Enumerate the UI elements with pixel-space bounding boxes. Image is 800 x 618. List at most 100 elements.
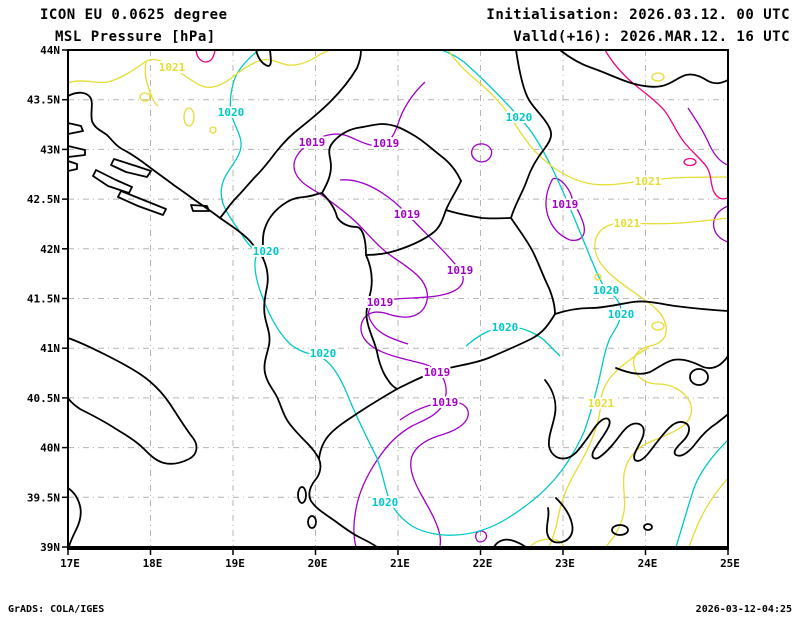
island — [307, 515, 317, 529]
coastline-border — [190, 204, 210, 212]
contour-value-label: 1019 — [552, 198, 579, 211]
island — [643, 523, 653, 531]
contour-value-label: 1020 — [506, 111, 533, 124]
lon-tick-label: 22E — [473, 557, 493, 570]
lat-tick-label: 39N — [40, 541, 60, 554]
coastline-border — [318, 388, 398, 460]
contour-value-label: 1019 — [373, 137, 400, 150]
lat-tick-label: 41.5N — [27, 293, 60, 306]
lat-tick-label: 42N — [40, 243, 60, 256]
initialisation-time: Initialisation: 2026.03.12. 00 UTC — [486, 7, 790, 23]
lat-tick-label: 43N — [40, 143, 60, 156]
contour-1019 — [399, 400, 469, 547]
contour-value-label: 1021 — [614, 217, 641, 230]
lat-tick-label: 40N — [40, 442, 60, 455]
coastline-border — [68, 337, 198, 465]
lat-tick-label: 42.5N — [27, 193, 60, 206]
lon-tick-label: 21E — [390, 557, 410, 570]
coastline-border — [68, 487, 82, 547]
contour-value-label: 1020 — [608, 308, 635, 321]
contour-1021 — [209, 126, 217, 134]
contour-value-label: 1019 — [432, 396, 459, 409]
coastline-border — [219, 50, 362, 219]
contour-value-label: 1019 — [394, 208, 421, 221]
coastline-border — [554, 300, 728, 315]
contour-value-label: 1019 — [367, 296, 394, 309]
lon-tick-label: 19E — [225, 557, 245, 570]
valid-time: Valld(+16): 2026.MAR.12. 16 UTC — [513, 29, 790, 45]
coastline-border — [544, 379, 728, 462]
contour-value-label: 1021 — [635, 175, 662, 188]
contour-1021 — [594, 217, 728, 547]
contour-1021 — [651, 321, 665, 331]
contour-1021 — [594, 273, 602, 281]
contour-value-label: 1021 — [159, 61, 186, 74]
coastline-border — [255, 50, 272, 67]
contour-1019 — [712, 205, 728, 243]
contour-value-label: 1019 — [447, 264, 474, 277]
coastline-border — [545, 497, 574, 544]
coastline-border — [110, 158, 152, 178]
contour-1019 — [471, 143, 493, 163]
lat-tick-label: 39.5N — [27, 491, 60, 504]
coastline-border — [510, 50, 552, 219]
coastline-border — [68, 160, 78, 172]
grads-credit: GrADS: COLA/IGES — [8, 604, 105, 615]
contour-1021 — [144, 61, 159, 107]
contour-1019 — [545, 177, 586, 242]
contour-value-label: 1021 — [588, 397, 615, 410]
lon-tick-label: 23E — [555, 557, 575, 570]
contour-value-label: 1019 — [424, 366, 451, 379]
model-title: ICON EU 0.0625 degree — [40, 7, 228, 23]
contour-1021 — [548, 347, 649, 547]
coastline-border — [396, 313, 556, 390]
contour-1021 — [651, 72, 665, 82]
contour-value-label: 1020 — [218, 106, 245, 119]
contour-1021 — [183, 107, 195, 127]
island — [689, 368, 709, 386]
coastline-border — [493, 538, 527, 547]
coastline-border — [321, 123, 462, 194]
coastline-border — [365, 254, 398, 390]
lon-tick-label: 18E — [143, 557, 163, 570]
contour-value-label: 1020 — [593, 284, 620, 297]
axis-labels: 44N 43.5N 43N 42.5N 42N 41.5N 41N 40.5N 40N 39.5N… — [27, 44, 740, 570]
contour-1021 — [139, 92, 151, 102]
lon-tick-label: 17E — [60, 557, 80, 570]
contour-value-label: 1019 — [299, 136, 326, 149]
coastlines-and-borders — [68, 50, 728, 547]
coastline-border — [117, 190, 167, 216]
contour-1020 — [220, 50, 622, 536]
contour-1021 — [529, 538, 565, 547]
contour-labels: 1021 1020 1019 1019 1020 1021 1019 1019 1021 1020… — [157, 59, 664, 511]
lon-tick-label: 25E — [720, 557, 740, 570]
coastline-border — [615, 354, 728, 375]
creation-timestamp: 2026-03-12-04:25 — [695, 604, 792, 615]
coastline-border — [510, 217, 556, 315]
coastline-border — [92, 169, 133, 194]
contour-value-label: 1020 — [372, 496, 399, 509]
contour-value-label: 1020 — [492, 321, 519, 334]
coastline-border — [68, 145, 86, 158]
lat-tick-label: 40.5N — [27, 392, 60, 405]
lon-tick-label: 20E — [308, 557, 328, 570]
contour-value-label: 1020 — [310, 347, 337, 360]
field-title: MSL Pressure [hPa] — [55, 29, 216, 45]
pressure-contours — [68, 50, 728, 547]
lat-tick-label: 41N — [40, 342, 60, 355]
contour-1021 — [68, 50, 332, 88]
coastline-border — [68, 122, 84, 135]
coastline-border — [321, 192, 367, 256]
contour-1019 — [339, 179, 464, 345]
contour-1021 — [447, 50, 728, 186]
lat-tick-label: 43.5N — [27, 94, 60, 107]
coastline-border — [261, 192, 323, 259]
lat-tick-label: 44N — [40, 44, 60, 57]
contour-1019 — [475, 530, 488, 543]
coastline-border — [365, 180, 462, 256]
contour-1019 — [293, 81, 447, 547]
contour-1022 — [683, 157, 697, 167]
contour-1022 — [195, 50, 216, 63]
